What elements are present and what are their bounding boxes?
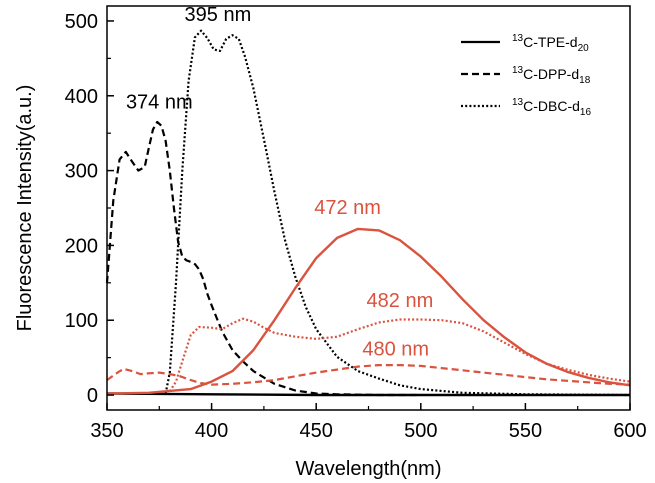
y-tick-label: 500 xyxy=(65,11,98,33)
x-tick-label: 550 xyxy=(509,420,542,442)
x-tick-label: 350 xyxy=(90,420,123,442)
peak-label: 480 nm xyxy=(362,338,429,360)
x-tick-label: 450 xyxy=(300,420,333,442)
x-tick-label: 600 xyxy=(613,420,646,442)
y-tick-label: 100 xyxy=(65,310,98,332)
legend: 13C-TPE-d20 13C-DPP-d18 13C-DBC-d16 xyxy=(461,33,591,118)
series-line-dpp-black xyxy=(105,120,421,397)
y-axis-title: Fluorescence Intensity(a.u.) xyxy=(14,85,36,332)
series-line-dpp-red xyxy=(106,364,631,386)
x-axis-title: Wavelength(nm) xyxy=(296,458,442,480)
peak-label: 395 nm xyxy=(185,4,252,26)
y-tick-label: 0 xyxy=(87,385,98,407)
series-line-dbc-red xyxy=(168,317,631,392)
peak-label: 374 nm xyxy=(126,91,193,113)
y-tick-label: 400 xyxy=(65,86,98,108)
annotations: 374 nm 395 nm 472 nm 482 nm 480 nm xyxy=(126,4,433,360)
plot-lines xyxy=(105,29,631,397)
legend-label: 13C-DBC-d16 xyxy=(512,97,591,118)
legend-label: 13C-DPP-d18 xyxy=(512,65,591,86)
x-tick-label: 500 xyxy=(404,420,437,442)
legend-label: 13C-TPE-d20 xyxy=(512,33,589,54)
x-tick-label: 400 xyxy=(195,420,228,442)
y-tick-label: 200 xyxy=(65,235,98,257)
peak-label: 482 nm xyxy=(367,290,434,312)
y-tick-label: 300 xyxy=(65,161,98,183)
series-line-dbc-black xyxy=(164,29,631,397)
peak-label: 472 nm xyxy=(314,197,381,219)
axis-ticks: 350 400 450 500 550 600 0 100 200 300 400 500 xyxy=(65,11,647,442)
